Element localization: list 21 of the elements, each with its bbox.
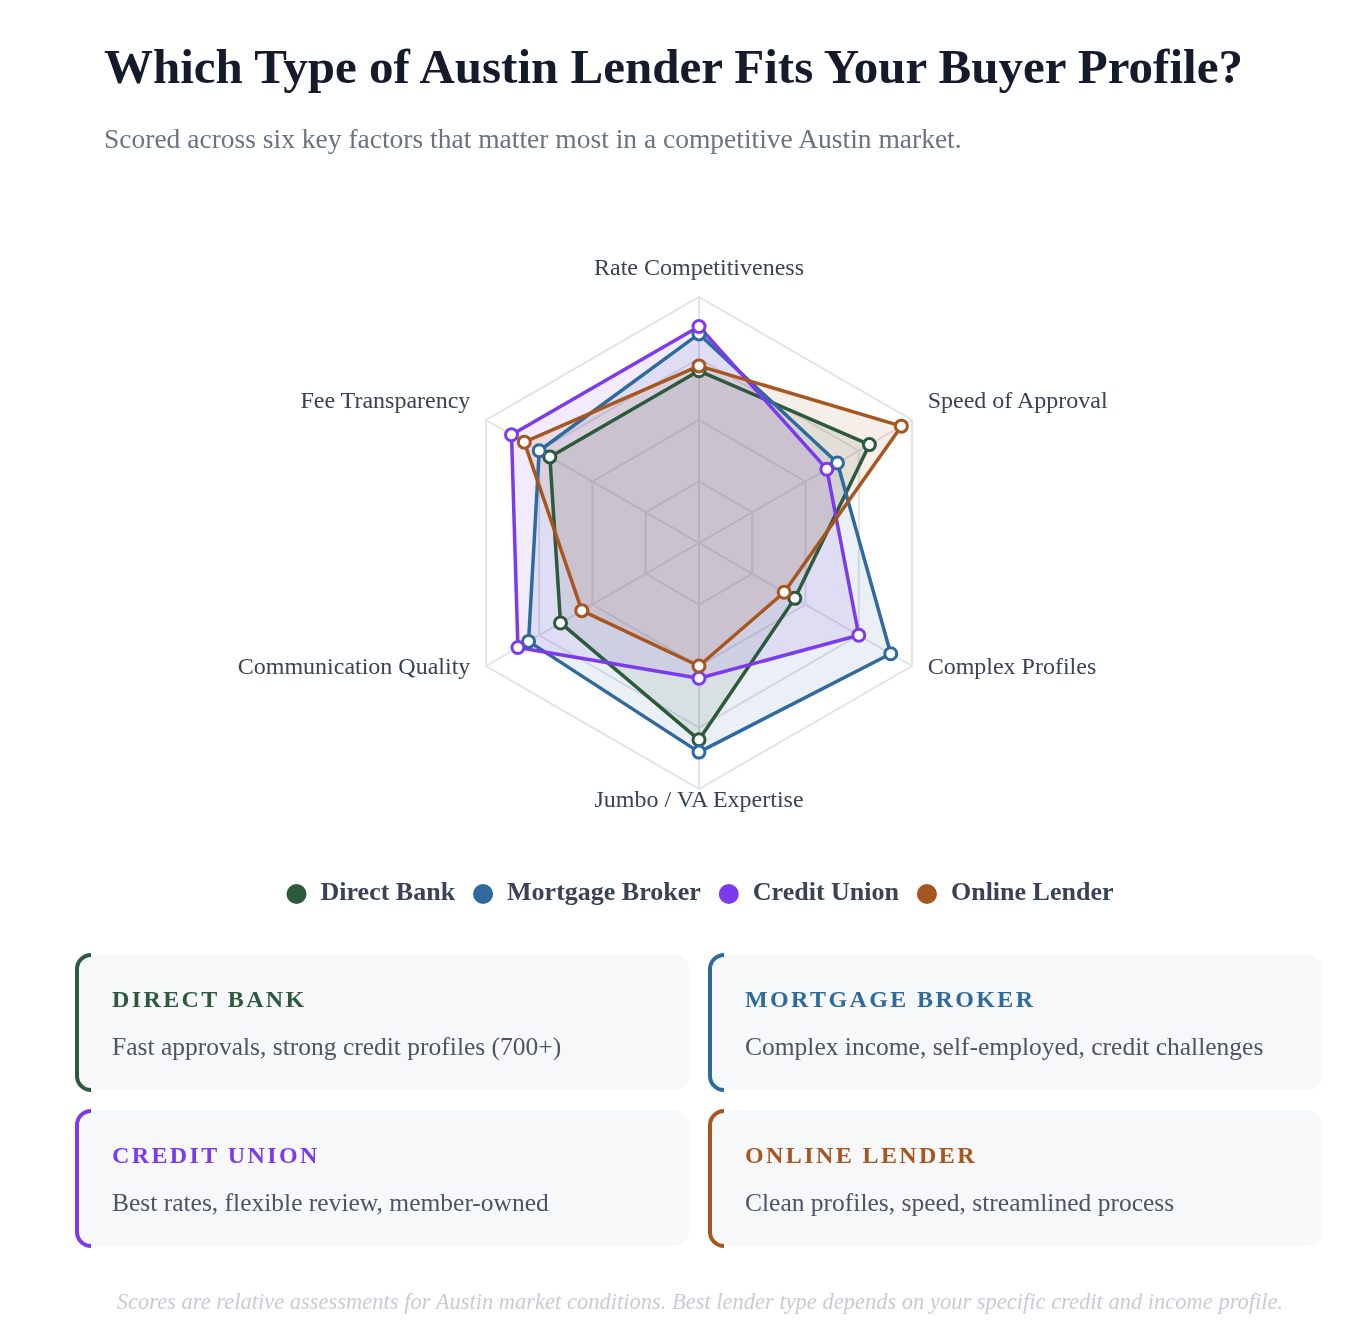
chart-subtitle: Scored across six key factors that matter most in a competitive Austin market. — [104, 123, 962, 154]
spoke-label: Rate Competitiveness — [594, 253, 804, 280]
legend-label: Mortgage Broker — [507, 876, 701, 906]
text: MORTGAGE BROKER — [745, 986, 1036, 1012]
text: Complex income, self-employed, credit challenges — [745, 1032, 1264, 1061]
text: Clean profiles, speed, streamlined process — [745, 1188, 1175, 1217]
text: CREDIT UNION — [112, 1142, 320, 1168]
legend-label: Direct Bank — [320, 876, 456, 906]
text: Best rates, flexible review, member-owned — [112, 1188, 550, 1217]
text: DIRECT BANK — [112, 986, 307, 1012]
spoke-label: Fee Transparency — [300, 386, 471, 413]
spoke-label: Communication Quality — [237, 652, 471, 679]
spoke-label: Jumbo / VA Expertise — [594, 785, 804, 812]
text: Fast approvals, strong credit profiles (700+) — [112, 1032, 562, 1061]
text: Scores are relative assessments for Austin market conditions. Best lender type depends on your specific credit and income profile. — [116, 1289, 1284, 1314]
spoke-label: Complex Profiles — [927, 652, 1097, 679]
spoke-label: Speed of Approval — [927, 386, 1108, 413]
legend-label: Online Lender — [950, 876, 1114, 906]
legend-label: Credit Union — [752, 876, 900, 906]
chart-title: Which Type of Austin Lender Fits Your Buyer Profile? — [104, 39, 1243, 94]
text: ONLINE LENDER — [745, 1142, 977, 1168]
